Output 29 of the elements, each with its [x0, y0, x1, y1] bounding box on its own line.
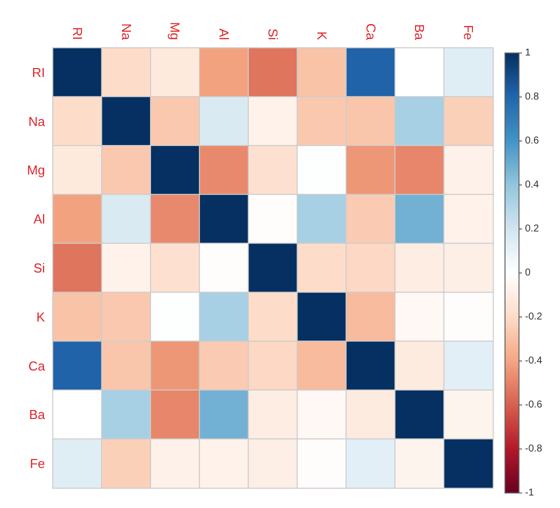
x-tick-label: Fe — [461, 24, 476, 40]
color-bar-label: -0.2 — [525, 312, 543, 322]
x-tick-label: Al — [216, 28, 232, 40]
x-tick-label: K — [314, 31, 330, 40]
color-bar-label: -0.6 — [525, 400, 543, 410]
y-tick-label: Fe — [30, 456, 45, 472]
x-tick-label: Ca — [363, 23, 378, 41]
color-bar-label: 0.4 — [525, 180, 540, 190]
color-bar-label: -0.8 — [525, 444, 543, 454]
y-tick-label: Na — [28, 114, 46, 129]
y-tick-label: Al — [33, 212, 46, 227]
x-tick-label: Na — [118, 23, 134, 41]
y-tick-label: Mg — [26, 162, 45, 178]
y-tick-label: RI — [32, 64, 45, 80]
x-tick-label: RI — [70, 27, 85, 40]
color-bar-label: 0 — [525, 268, 531, 278]
y-tick-label: Si — [33, 260, 46, 276]
color-bar-label: 0.2 — [525, 224, 540, 234]
x-tick-label: Ba — [412, 24, 428, 41]
x-tick-label: Si — [266, 28, 280, 40]
color-bar-label: 1 — [525, 48, 531, 58]
color-bar-label: -0.4 — [525, 356, 543, 366]
y-tick-label: K — [36, 309, 46, 324]
y-tick-label: Ca — [28, 358, 46, 374]
color-bar-label: -1 — [525, 488, 534, 498]
y-tick-label: Ba — [29, 407, 46, 422]
color-bar-label: 0.6 — [525, 136, 540, 146]
color-bar-label: 0.8 — [525, 92, 540, 102]
x-tick-label: Mg — [168, 22, 183, 40]
